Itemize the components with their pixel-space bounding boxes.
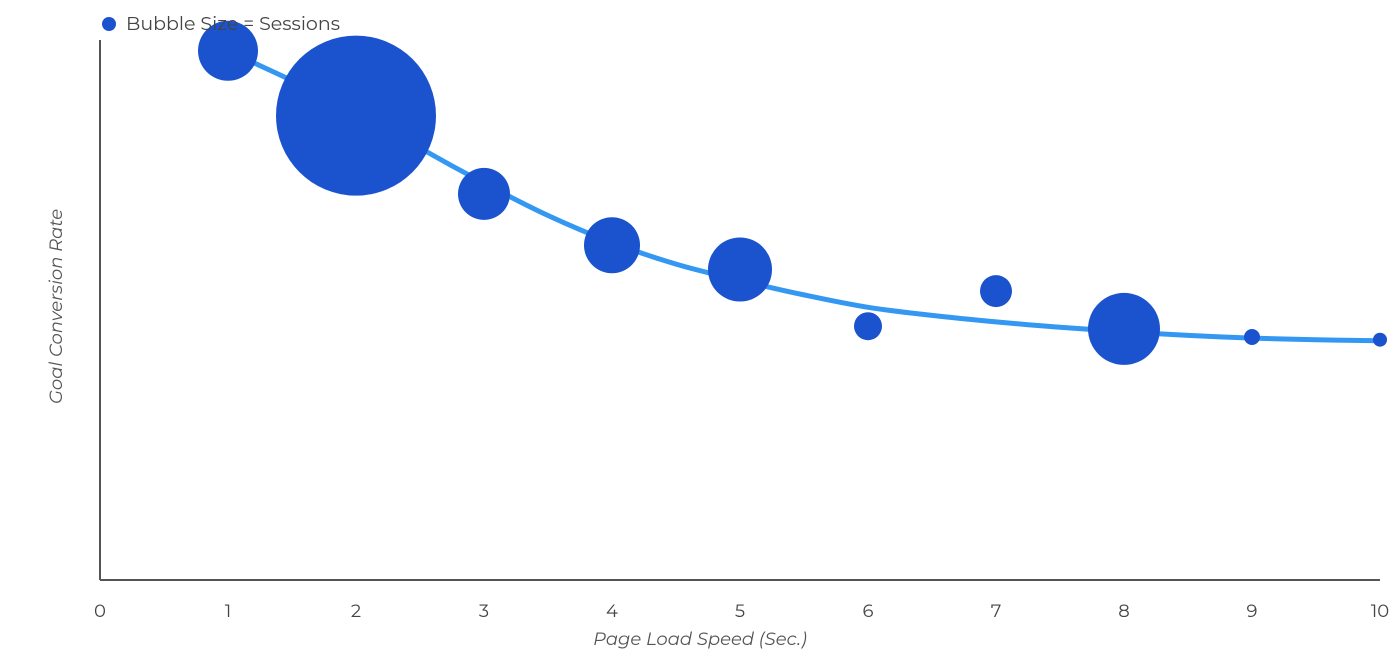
legend-label: Bubble Size = Sessions [126, 12, 340, 35]
bubble-chart-container: Bubble Size = Sessions Goal Conversion R… [0, 0, 1400, 662]
x-tick-label: 10 [1371, 600, 1389, 622]
x-tick-label: 8 [1118, 600, 1129, 622]
x-tick-label: 2 [351, 600, 361, 622]
bubble-point [1088, 293, 1160, 365]
bubble-point [584, 217, 640, 273]
x-tick-label: 9 [1247, 600, 1258, 622]
bubble-point [708, 238, 772, 302]
x-tick-label: 5 [735, 600, 745, 622]
bubble-point [980, 275, 1012, 307]
bubble-chart-svg [0, 0, 1400, 662]
bubble-point [276, 36, 436, 196]
x-tick-label: 6 [863, 600, 874, 622]
bubble-point [458, 168, 510, 220]
x-tick-label: 0 [94, 600, 106, 622]
x-tick-label: 4 [606, 600, 618, 622]
bubble-point [1373, 333, 1387, 347]
x-axis-label: Page Load Speed (Sec.) [593, 628, 807, 650]
bubble-point [1244, 329, 1260, 345]
x-tick-label: 3 [479, 600, 489, 622]
x-tick-label: 7 [991, 600, 1002, 622]
x-tick-label: 1 [225, 600, 232, 622]
legend-dot-icon [102, 17, 116, 31]
y-axis-label: Goal Conversion Rate [45, 208, 67, 403]
chart-legend: Bubble Size = Sessions [102, 12, 340, 35]
bubble-point [854, 312, 882, 340]
